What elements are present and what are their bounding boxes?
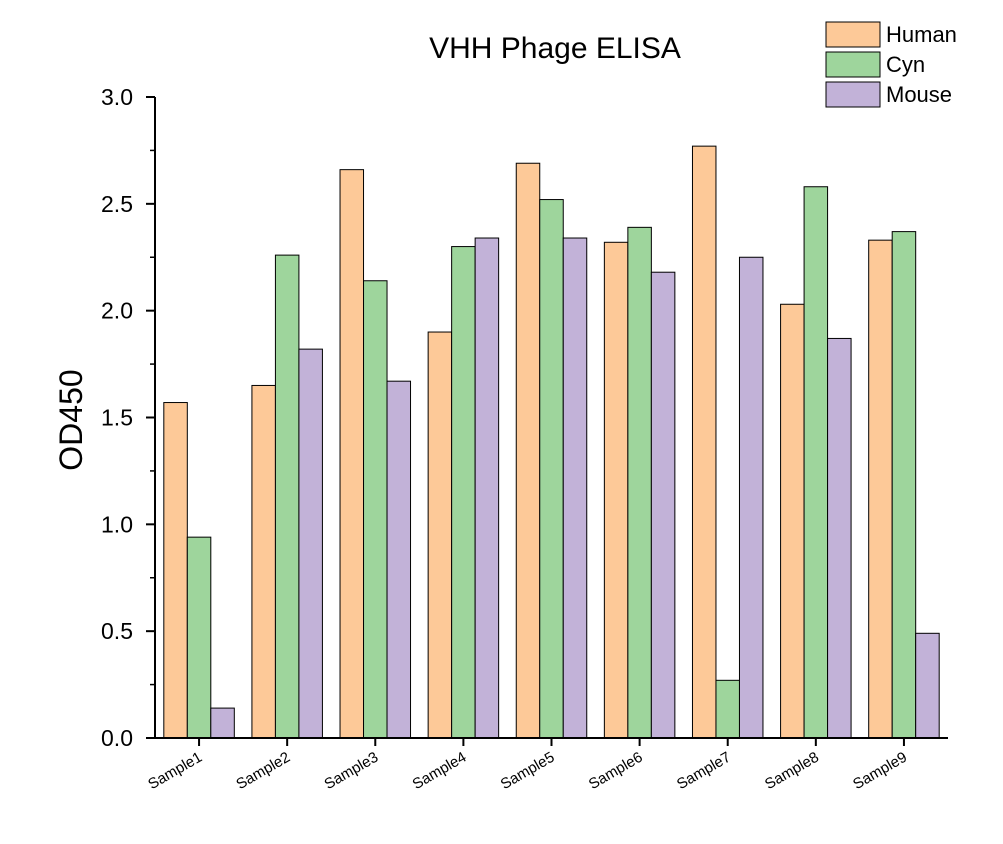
bar-mouse-sample8 — [827, 337, 852, 739]
bar-human-sample2 — [251, 384, 276, 739]
bar-cyn-sample3 — [363, 280, 388, 739]
bars-layer — [163, 145, 940, 739]
y-tick-label: 0.0 — [101, 725, 133, 751]
x-tick-label: Sample5 — [498, 749, 558, 793]
x-ticks: Sample1 Sample2 Sample3 Sample4 Sample5 Sampl… — [145, 738, 910, 793]
legend-label-mouse: Mouse — [886, 82, 952, 107]
bar-mouse-sample9 — [915, 632, 940, 739]
x-tick-label: Sample2 — [233, 749, 293, 793]
chart-title: VHH Phage ELISA — [429, 32, 681, 65]
bar-human-sample6 — [603, 241, 629, 739]
x-tick-label: Sample1 — [145, 749, 205, 793]
bar-mouse-sample4 — [474, 237, 500, 739]
y-ticks: 0.0 0.5 1.0 1.5 2.0 2.5 3.0 — [101, 84, 155, 751]
y-tick-label: 2.5 — [101, 191, 133, 217]
bar-mouse-sample2 — [298, 348, 323, 739]
bar-cyn-sample4 — [451, 246, 476, 739]
bar-cyn-sample6 — [627, 226, 652, 739]
x-tick-label: Sample7 — [674, 749, 734, 793]
legend: Human Cyn Mouse — [825, 21, 957, 108]
bar-cyn-sample5 — [539, 199, 564, 739]
legend-swatch-mouse — [825, 81, 881, 108]
x-tick-label: Sample8 — [762, 749, 822, 793]
legend-label-cyn: Cyn — [886, 52, 925, 77]
x-tick-label: Sample9 — [850, 749, 910, 793]
y-tick-label: 2.0 — [101, 298, 133, 324]
legend-swatch-human — [825, 21, 881, 48]
bar-cyn-sample7 — [715, 679, 740, 739]
bar-human-sample3 — [339, 169, 365, 739]
legend-swatch-cyn — [825, 51, 881, 78]
bar-human-sample9 — [868, 239, 893, 739]
y-axis-label: OD450 — [53, 369, 89, 470]
x-tick-label: Sample4 — [410, 749, 470, 793]
bar-human-sample7 — [691, 145, 717, 739]
bar-human-sample1 — [163, 402, 188, 739]
x-tick-label: Sample6 — [586, 749, 646, 793]
bar-human-sample5 — [515, 162, 541, 739]
bar-mouse-sample7 — [738, 256, 764, 739]
legend-label-human: Human — [886, 22, 957, 47]
bar-mouse-sample3 — [386, 380, 412, 739]
bar-cyn-sample2 — [274, 254, 300, 739]
bar-human-sample4 — [427, 331, 453, 739]
bar-cyn-sample9 — [891, 231, 917, 739]
bar-mouse-sample1 — [210, 707, 235, 739]
y-tick-label: 0.5 — [101, 618, 133, 644]
y-tick-label: 3.0 — [101, 84, 133, 110]
bar-human-sample8 — [780, 303, 805, 739]
bar-mouse-sample5 — [562, 237, 588, 739]
y-tick-label: 1.5 — [101, 405, 133, 431]
bar-cyn-sample8 — [803, 186, 829, 739]
x-tick-label: Sample3 — [322, 749, 382, 793]
bar-cyn-sample1 — [186, 536, 212, 739]
y-tick-label: 1.0 — [101, 511, 133, 537]
bar-mouse-sample6 — [650, 271, 676, 739]
